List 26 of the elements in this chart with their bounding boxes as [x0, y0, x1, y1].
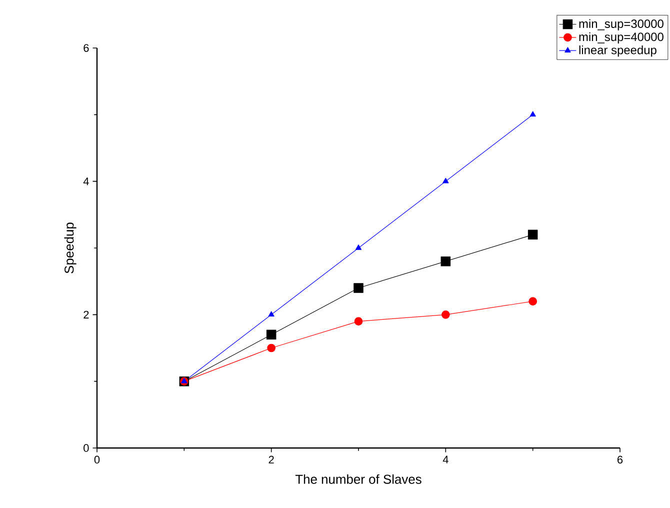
legend-label: min_sup=30000	[579, 19, 664, 30]
point	[354, 283, 364, 293]
x-tick-label: 6	[618, 456, 623, 464]
point	[442, 178, 449, 184]
y-tick-label: 0	[84, 444, 89, 452]
point	[530, 111, 536, 117]
point	[354, 317, 363, 326]
point	[181, 378, 188, 384]
x-axis-title: The number of Slaves	[295, 474, 422, 484]
y-tick-label: 2	[84, 310, 89, 318]
legend-label: linear speedup	[579, 45, 656, 57]
legend-label: min_sup=40000	[579, 32, 664, 44]
x-tick-label: 4	[442, 456, 448, 464]
point	[441, 310, 450, 319]
point	[528, 230, 538, 240]
y-tick-label: 6	[84, 44, 89, 52]
x-tick-label: 2	[268, 456, 274, 464]
point	[267, 344, 276, 352]
point	[355, 244, 362, 250]
x-tick-label: 0	[94, 456, 100, 464]
point	[266, 330, 276, 340]
y-axis-title: Speedup	[64, 222, 76, 274]
point	[440, 256, 451, 266]
point	[268, 311, 274, 317]
y-tick-label: 4	[83, 178, 89, 186]
point	[528, 297, 538, 306]
